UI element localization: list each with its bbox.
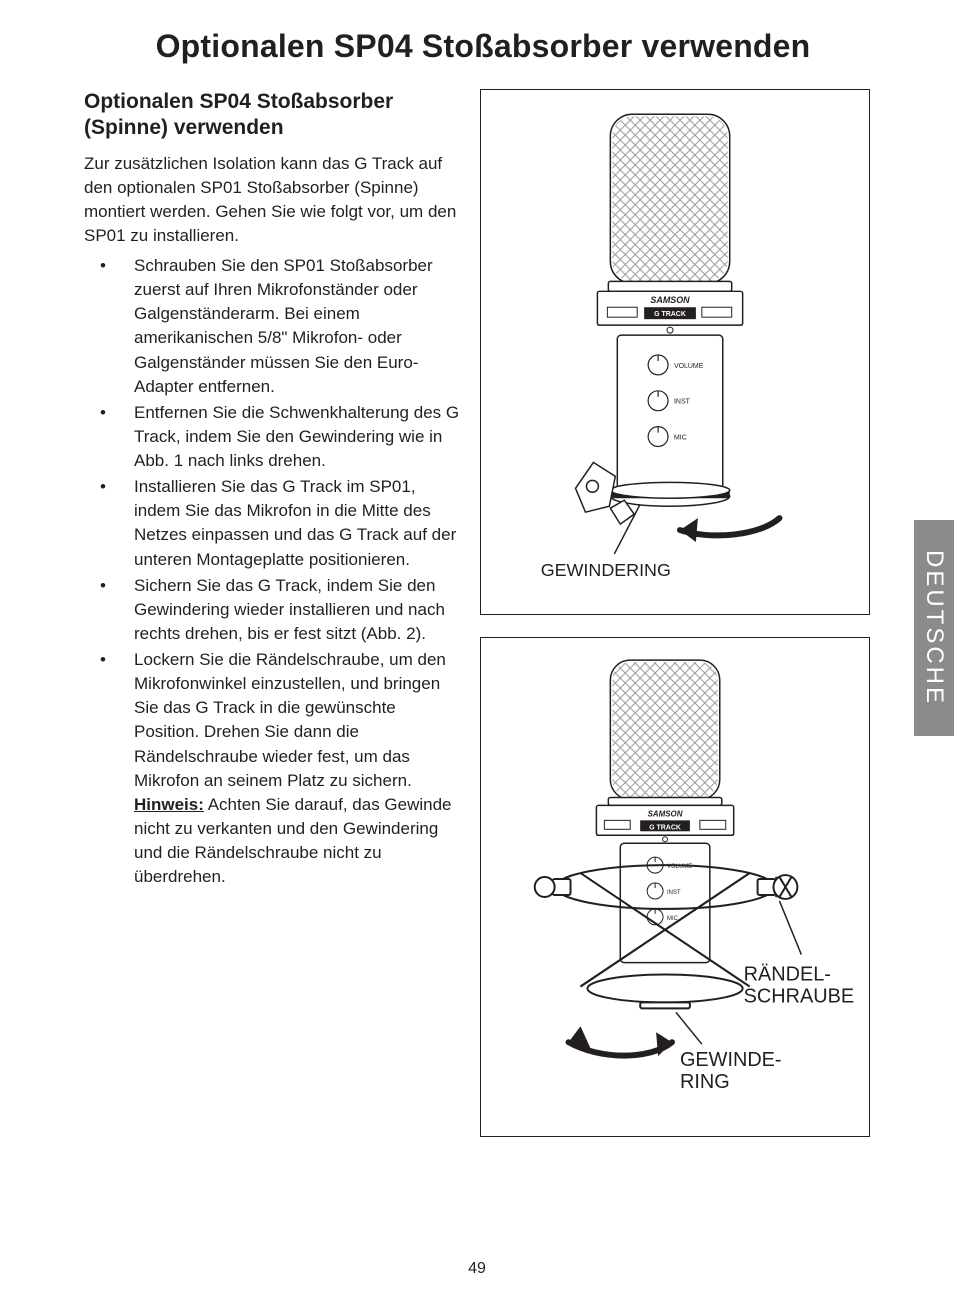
step-item: Lockern Sie die Rändelschraube, um den M… (84, 648, 464, 889)
knob-mic-label: MIC (674, 435, 687, 442)
step-item: Schrauben Sie den SP01 Stoßabsorber zuer… (84, 254, 464, 399)
step-list: Schrauben Sie den SP01 Stoßabsorber zuer… (84, 254, 464, 889)
knob-inst-label: INST (674, 399, 691, 406)
figure-1-illustration: SAMSON G TRACK VOLUME INST MIC (481, 90, 869, 614)
language-tab-label: DEUTSCHE (920, 550, 948, 706)
step-item: Entfernen Sie die Schwenkhalterung des G… (84, 401, 464, 473)
page-number: 49 (0, 1260, 954, 1278)
mic-brand-label-2: SAMSON (648, 809, 683, 818)
text-column: Optionalen SP04 Stoßabsorber (Spinne) ve… (84, 89, 464, 1137)
figure1-gewindering-label: GEWINDERING (541, 560, 671, 580)
knob-inst-label-2: INST (667, 890, 681, 896)
figure2-raendelschraube-label: RÄNDEL- SCHRAUBE (744, 964, 854, 1008)
page-title: Optionalen SP04 Stoßabsorber verwenden (84, 28, 882, 65)
mic-model-label-2: G TRACK (649, 824, 681, 831)
step-text: Lockern Sie die Rändelschraube, um den M… (134, 650, 446, 790)
knob-volume-label: VOLUME (674, 363, 704, 370)
intro-paragraph: Zur zusätzlichen Isolation kann das G Tr… (84, 152, 464, 249)
note-label: Hinweis: (134, 795, 204, 814)
section-heading: Optionalen SP04 Stoßabsorber (Spinne) ve… (84, 89, 464, 142)
figure-2: SAMSON G TRACK VOLUME INST MIC (480, 637, 870, 1137)
mic-model-label: G TRACK (654, 311, 686, 318)
language-tab: DEUTSCHE (914, 520, 954, 736)
figure-2-illustration: SAMSON G TRACK VOLUME INST MIC (481, 638, 869, 1136)
step-item: Installieren Sie das G Track im SP01, in… (84, 475, 464, 572)
content-area: Optionalen SP04 Stoßabsorber (Spinne) ve… (84, 89, 882, 1137)
mic-brand-label: SAMSON (650, 295, 690, 305)
figure2-gewindering-label: GEWINDE- RING (680, 1049, 787, 1093)
step-item: Sichern Sie das G Track, indem Sie den G… (84, 574, 464, 646)
figure-column: SAMSON G TRACK VOLUME INST MIC (480, 89, 882, 1137)
figure-1: SAMSON G TRACK VOLUME INST MIC (480, 89, 870, 615)
